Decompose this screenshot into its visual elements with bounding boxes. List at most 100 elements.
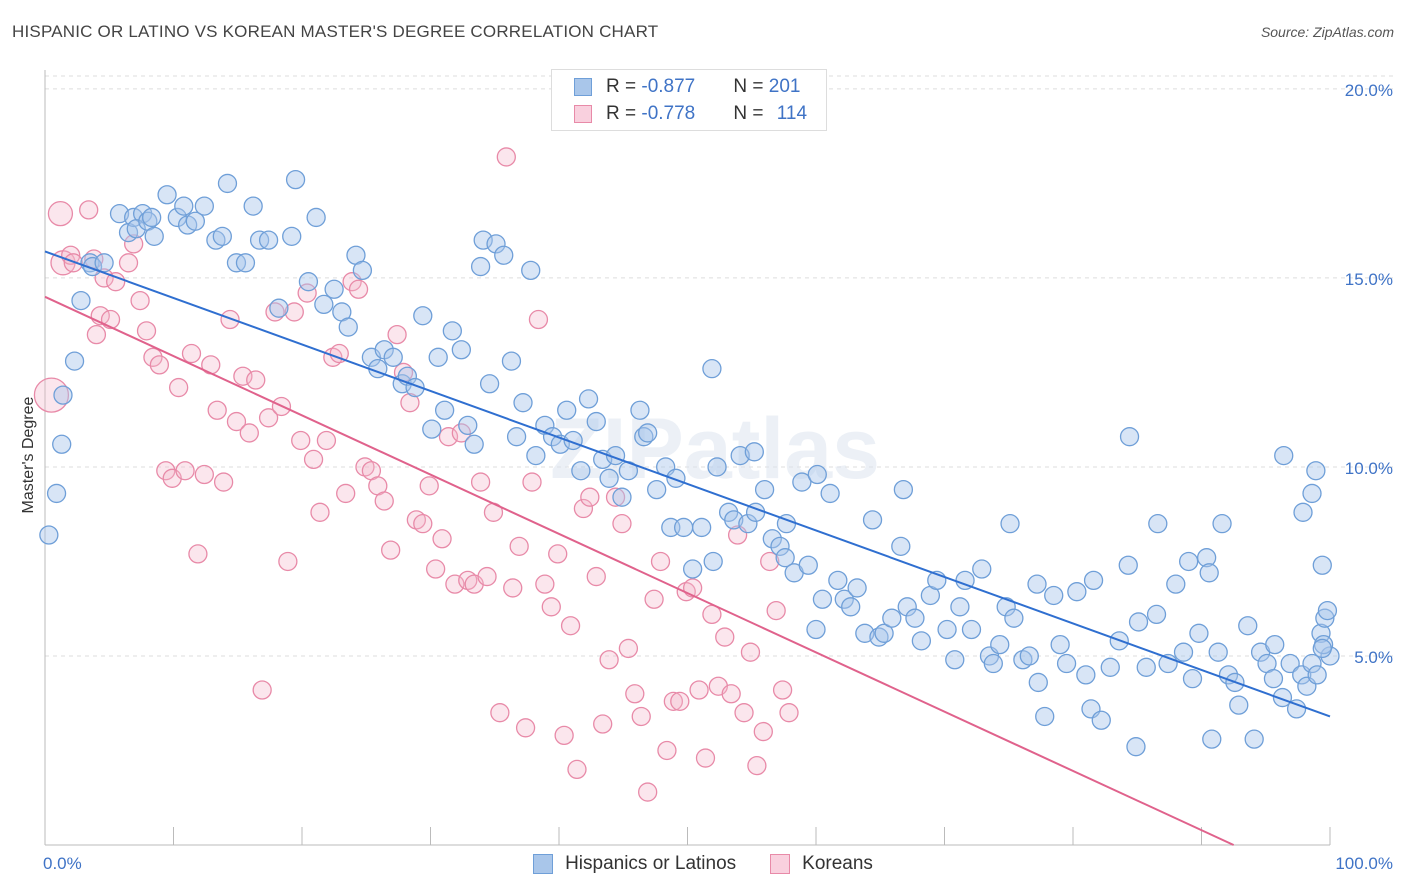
data-point <box>734 703 754 723</box>
data-point <box>760 551 780 572</box>
data-point <box>1302 483 1322 504</box>
data-point <box>812 589 833 609</box>
data-point <box>1196 548 1217 568</box>
data-point <box>422 419 442 439</box>
data-point <box>770 536 790 556</box>
r-label: R = <box>606 76 642 97</box>
data-point <box>738 514 758 534</box>
data-point <box>1091 710 1111 730</box>
data-point <box>605 487 626 507</box>
data-point <box>298 272 319 292</box>
n-label: N = <box>733 76 769 97</box>
data-point <box>1166 574 1186 594</box>
data-point <box>747 755 767 776</box>
data-point <box>1028 672 1048 693</box>
data-point <box>278 551 298 572</box>
data-point <box>828 570 848 591</box>
data-point <box>1083 570 1104 591</box>
data-point <box>682 578 703 598</box>
data-point <box>458 415 478 436</box>
data-point <box>451 340 471 360</box>
data-point <box>381 540 401 560</box>
koreans-trend-line <box>44 295 1235 846</box>
data-point <box>246 370 266 390</box>
data-point <box>235 253 256 273</box>
data-point <box>1076 665 1096 685</box>
data-point <box>548 544 568 564</box>
data-point <box>324 279 344 299</box>
data-point <box>1146 604 1167 625</box>
data-point <box>806 619 826 640</box>
data-point <box>291 430 311 451</box>
data-point <box>766 600 786 621</box>
data-point <box>348 279 369 299</box>
data-point <box>798 555 818 575</box>
data-point <box>143 347 163 367</box>
data-point <box>724 510 744 530</box>
data-point <box>1306 461 1326 481</box>
data-point <box>847 578 867 598</box>
data-point <box>374 491 394 511</box>
data-point <box>715 627 735 647</box>
data-point <box>175 461 195 481</box>
data-point <box>612 514 632 534</box>
data-point <box>503 578 523 598</box>
data-point <box>695 748 716 768</box>
data-point <box>961 619 982 640</box>
data-point <box>1286 699 1307 719</box>
data-point <box>1128 612 1149 632</box>
data-point <box>647 479 667 500</box>
data-point <box>644 589 664 609</box>
data-point <box>464 434 484 454</box>
data-point <box>303 449 324 470</box>
data-point <box>207 400 227 420</box>
data-point <box>862 510 883 530</box>
legend-row-hispanics: R = -0.877 N = 201 <box>574 75 800 99</box>
data-point <box>730 445 750 466</box>
correlation-legend: R = -0.877 N = 201 R = -0.778 N = 114 <box>551 69 827 131</box>
data-point <box>486 234 506 254</box>
data-point <box>258 408 279 428</box>
data-point <box>130 290 150 311</box>
data-point <box>94 253 114 273</box>
data-point <box>194 196 214 216</box>
data-point <box>64 351 85 371</box>
data-point <box>1302 653 1322 674</box>
r-label: R = <box>606 103 642 124</box>
data-point <box>494 245 514 265</box>
data-point <box>578 389 599 409</box>
data-point <box>1119 427 1140 447</box>
data-point <box>338 317 358 337</box>
data-point <box>541 597 561 617</box>
data-point <box>1320 646 1340 666</box>
legend-label: Koreans <box>802 853 873 874</box>
data-point <box>762 529 782 549</box>
data-point <box>217 173 238 194</box>
data-point <box>100 309 121 330</box>
data-point <box>528 309 549 330</box>
data-point <box>682 559 703 579</box>
data-point <box>1315 608 1335 628</box>
data-point <box>663 691 684 711</box>
data-point <box>86 324 107 345</box>
data-point <box>1272 687 1293 708</box>
data-point <box>689 680 709 700</box>
data-point <box>513 393 533 413</box>
data-point <box>612 487 632 507</box>
data-point <box>891 536 911 556</box>
data-point <box>509 536 529 556</box>
data-point <box>188 544 208 564</box>
data-point <box>181 343 202 364</box>
data-point <box>554 725 574 746</box>
data-point <box>413 514 433 534</box>
y-tick-label: 15.0% <box>1345 270 1393 289</box>
data-point <box>666 468 686 488</box>
data-point <box>599 468 619 488</box>
data-point <box>413 306 433 326</box>
data-point <box>1199 563 1219 583</box>
data-point <box>213 472 234 492</box>
data-point <box>618 638 639 659</box>
data-point <box>893 479 914 500</box>
data-point <box>285 169 306 190</box>
